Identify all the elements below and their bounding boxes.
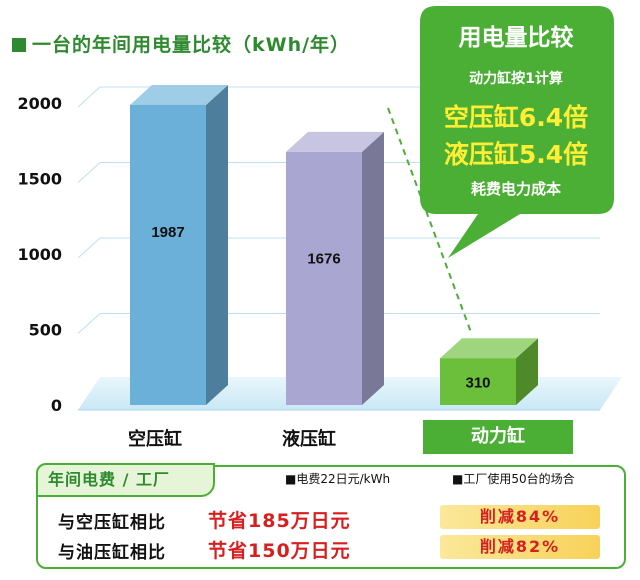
gridline-diagonal <box>77 237 101 259</box>
bar-side-power <box>516 338 538 405</box>
callout-air-ratio: 空压缸6.4倍 <box>443 103 589 132</box>
gridline-diagonal <box>77 86 101 108</box>
category-label-air: 空压缸 <box>128 429 182 450</box>
y-tick-label: 2000 <box>17 94 62 113</box>
bar-hydraulic: 1676 <box>286 131 384 405</box>
y-tick-label: 1000 <box>17 245 62 264</box>
bars: 1987 1676 310 <box>130 84 538 405</box>
y-axis-ticks: 0 500 1000 1500 2000 <box>17 94 62 415</box>
legend-units-per-factory: ■工厂使用50台的场合 <box>452 472 575 486</box>
chart-title: 一台的年间用电量比较（kWh/年） <box>12 30 350 57</box>
bar-value-label-hydraulic: 1676 <box>307 250 340 267</box>
bar-front-hydraulic <box>286 151 362 405</box>
category-label-power: 动力缸 <box>423 420 573 454</box>
bar-front-air <box>130 104 206 405</box>
cost-panel-title: 年间电费 / 工厂 <box>36 463 215 497</box>
gridline-diagonal <box>77 162 101 183</box>
bar-value-label-air: 1987 <box>151 224 184 241</box>
bar-top-power <box>440 338 538 359</box>
bar-value-label-power: 310 <box>465 375 490 392</box>
title-bullet-icon <box>12 38 26 52</box>
gridline-diagonal <box>77 313 101 334</box>
bar-air: 1987 <box>130 84 228 405</box>
row-oil-savings: 节省150万日元 <box>208 540 351 562</box>
legend-electricity-rate: ■电费22日元/kWh <box>285 472 391 486</box>
callout-title: 用电量比较 <box>458 25 574 51</box>
y-tick-label: 0 <box>51 396 62 415</box>
callout-hydraulic-ratio: 液压缸5.4倍 <box>443 140 589 169</box>
callout-connector-line <box>387 107 473 336</box>
callout-bubble <box>420 6 614 258</box>
bar-top-hydraulic <box>286 131 384 152</box>
bar-front-power <box>440 358 516 405</box>
chart-title-text: 一台的年间用电量比较（kWh/年） <box>32 34 351 56</box>
row-air-reduction-badge: 削减84% <box>440 505 600 529</box>
row-oil-label: 与油压缸相比 <box>58 543 166 563</box>
category-label-hydraulic: 液压缸 <box>282 429 336 450</box>
callout-subtitle: 动力缸按1计算 <box>469 71 563 87</box>
bar-power: 310 <box>440 338 538 405</box>
row-oil-reduction-badge: 削减82% <box>440 535 600 559</box>
bar-side-air <box>206 84 228 405</box>
row-air-savings: 节省185万日元 <box>208 510 351 532</box>
y-tick-label: 500 <box>29 321 62 340</box>
bar-top-air <box>130 84 228 105</box>
callout-note: 耗费电力成本 <box>470 180 561 198</box>
row-air-label: 与空压缸相比 <box>58 513 166 533</box>
bar-side-hydraulic <box>362 131 384 405</box>
y-tick-label: 1500 <box>17 170 62 189</box>
